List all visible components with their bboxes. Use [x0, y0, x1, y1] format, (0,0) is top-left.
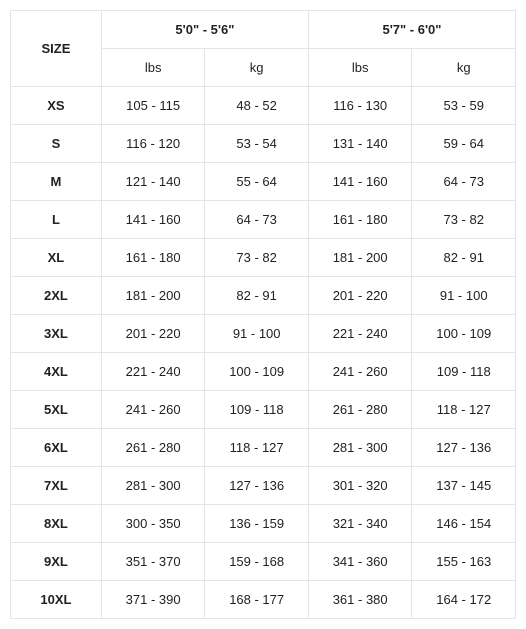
size-label: 2XL: [11, 277, 102, 315]
value-cell: 201 - 220: [308, 277, 412, 315]
value-cell: 281 - 300: [308, 429, 412, 467]
value-cell: 261 - 280: [101, 429, 205, 467]
size-label: 8XL: [11, 505, 102, 543]
table-row: 2XL181 - 20082 - 91201 - 22091 - 100: [11, 277, 516, 315]
value-cell: 91 - 100: [205, 315, 309, 353]
table-row: XS105 - 11548 - 52116 - 13053 - 59: [11, 87, 516, 125]
unit-header-lbs: lbs: [101, 49, 205, 87]
size-label: 6XL: [11, 429, 102, 467]
size-label: L: [11, 201, 102, 239]
value-cell: 201 - 220: [101, 315, 205, 353]
value-cell: 361 - 380: [308, 581, 412, 619]
value-cell: 301 - 320: [308, 467, 412, 505]
value-cell: 137 - 145: [412, 467, 516, 505]
size-label: 10XL: [11, 581, 102, 619]
size-label: XS: [11, 87, 102, 125]
value-cell: 55 - 64: [205, 163, 309, 201]
value-cell: 109 - 118: [205, 391, 309, 429]
value-cell: 64 - 73: [205, 201, 309, 239]
size-label: 3XL: [11, 315, 102, 353]
value-cell: 321 - 340: [308, 505, 412, 543]
table-row: 10XL371 - 390168 - 177361 - 380164 - 172: [11, 581, 516, 619]
size-label: XL: [11, 239, 102, 277]
height-group-header: 5'0" - 5'6": [101, 11, 308, 49]
value-cell: 73 - 82: [412, 201, 516, 239]
value-cell: 82 - 91: [412, 239, 516, 277]
unit-header-kg: kg: [412, 49, 516, 87]
header-row-1: SIZE 5'0" - 5'6" 5'7" - 6'0": [11, 11, 516, 49]
value-cell: 241 - 260: [101, 391, 205, 429]
value-cell: 161 - 180: [308, 201, 412, 239]
value-cell: 221 - 240: [308, 315, 412, 353]
height-group-header: 5'7" - 6'0": [308, 11, 515, 49]
value-cell: 371 - 390: [101, 581, 205, 619]
size-label: 9XL: [11, 543, 102, 581]
table-row: L141 - 16064 - 73161 - 18073 - 82: [11, 201, 516, 239]
value-cell: 100 - 109: [412, 315, 516, 353]
table-row: M121 - 14055 - 64141 - 16064 - 73: [11, 163, 516, 201]
table-row: 3XL201 - 22091 - 100221 - 240100 - 109: [11, 315, 516, 353]
table-body: XS105 - 11548 - 52116 - 13053 - 59S116 -…: [11, 87, 516, 619]
value-cell: 116 - 130: [308, 87, 412, 125]
size-label: 7XL: [11, 467, 102, 505]
value-cell: 118 - 127: [412, 391, 516, 429]
table-row: 9XL351 - 370159 - 168341 - 360155 - 163: [11, 543, 516, 581]
table-row: S116 - 12053 - 54131 - 14059 - 64: [11, 125, 516, 163]
value-cell: 241 - 260: [308, 353, 412, 391]
value-cell: 131 - 140: [308, 125, 412, 163]
value-cell: 341 - 360: [308, 543, 412, 581]
value-cell: 105 - 115: [101, 87, 205, 125]
size-column-header: SIZE: [11, 11, 102, 87]
size-label: M: [11, 163, 102, 201]
value-cell: 155 - 163: [412, 543, 516, 581]
value-cell: 127 - 136: [205, 467, 309, 505]
value-cell: 281 - 300: [101, 467, 205, 505]
value-cell: 181 - 200: [308, 239, 412, 277]
table-header: SIZE 5'0" - 5'6" 5'7" - 6'0" lbs kg lbs …: [11, 11, 516, 87]
value-cell: 168 - 177: [205, 581, 309, 619]
value-cell: 261 - 280: [308, 391, 412, 429]
value-cell: 100 - 109: [205, 353, 309, 391]
value-cell: 64 - 73: [412, 163, 516, 201]
value-cell: 146 - 154: [412, 505, 516, 543]
value-cell: 300 - 350: [101, 505, 205, 543]
value-cell: 161 - 180: [101, 239, 205, 277]
size-label: 5XL: [11, 391, 102, 429]
value-cell: 53 - 54: [205, 125, 309, 163]
value-cell: 53 - 59: [412, 87, 516, 125]
value-cell: 73 - 82: [205, 239, 309, 277]
value-cell: 59 - 64: [412, 125, 516, 163]
size-chart-container: SIZE 5'0" - 5'6" 5'7" - 6'0" lbs kg lbs …: [0, 0, 526, 629]
value-cell: 159 - 168: [205, 543, 309, 581]
size-label: 4XL: [11, 353, 102, 391]
table-row: 4XL221 - 240100 - 109241 - 260109 - 118: [11, 353, 516, 391]
value-cell: 118 - 127: [205, 429, 309, 467]
unit-header-lbs: lbs: [308, 49, 412, 87]
value-cell: 48 - 52: [205, 87, 309, 125]
table-row: 8XL300 - 350136 - 159321 - 340146 - 154: [11, 505, 516, 543]
value-cell: 127 - 136: [412, 429, 516, 467]
table-row: 6XL261 - 280118 - 127281 - 300127 - 136: [11, 429, 516, 467]
value-cell: 221 - 240: [101, 353, 205, 391]
value-cell: 109 - 118: [412, 353, 516, 391]
size-label: S: [11, 125, 102, 163]
table-row: XL161 - 18073 - 82181 - 20082 - 91: [11, 239, 516, 277]
value-cell: 141 - 160: [308, 163, 412, 201]
unit-header-kg: kg: [205, 49, 309, 87]
value-cell: 136 - 159: [205, 505, 309, 543]
value-cell: 351 - 370: [101, 543, 205, 581]
table-row: 7XL281 - 300127 - 136301 - 320137 - 145: [11, 467, 516, 505]
value-cell: 164 - 172: [412, 581, 516, 619]
value-cell: 82 - 91: [205, 277, 309, 315]
value-cell: 116 - 120: [101, 125, 205, 163]
value-cell: 121 - 140: [101, 163, 205, 201]
value-cell: 91 - 100: [412, 277, 516, 315]
size-chart-table: SIZE 5'0" - 5'6" 5'7" - 6'0" lbs kg lbs …: [10, 10, 516, 619]
table-row: 5XL241 - 260109 - 118261 - 280118 - 127: [11, 391, 516, 429]
value-cell: 141 - 160: [101, 201, 205, 239]
value-cell: 181 - 200: [101, 277, 205, 315]
